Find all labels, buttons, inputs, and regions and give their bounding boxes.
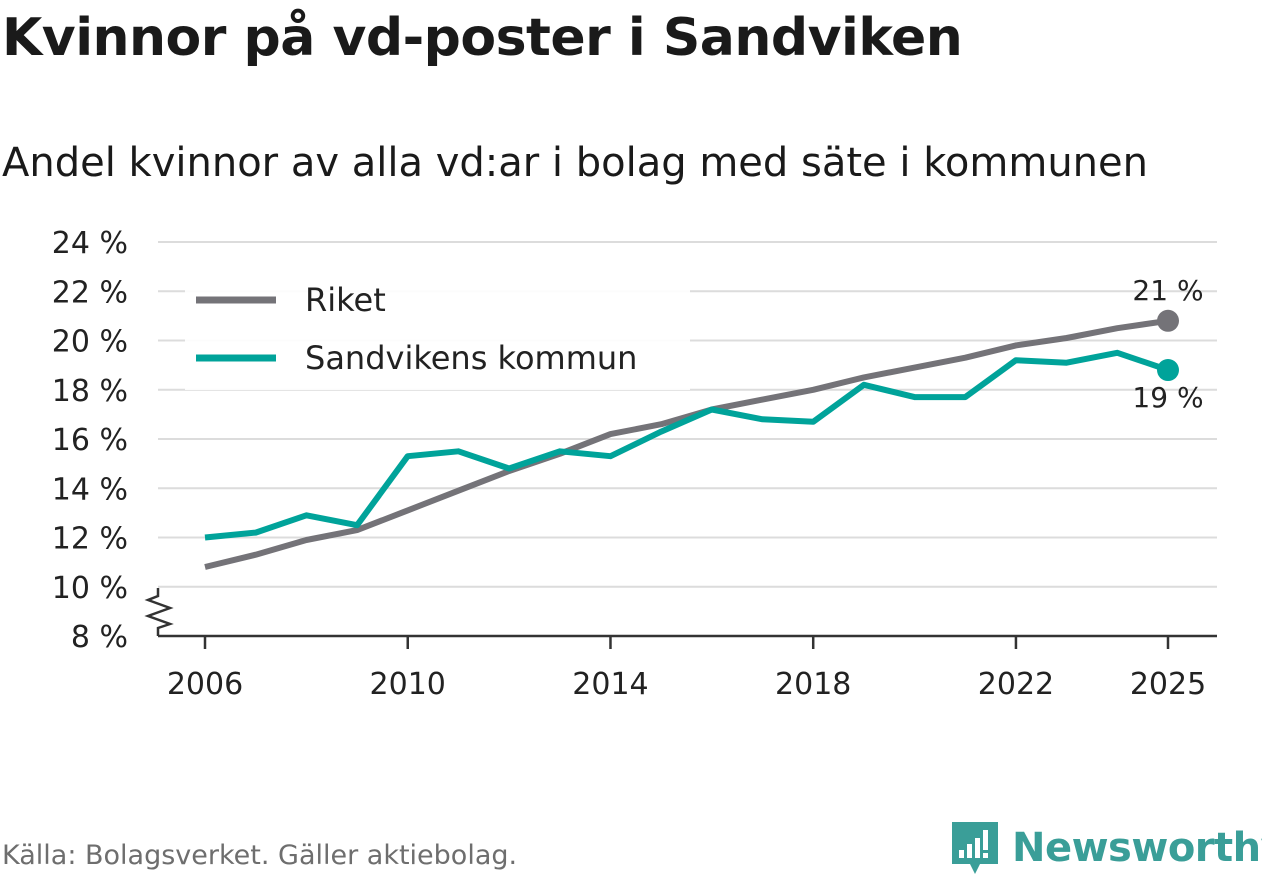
y-tick-label: 8 %	[71, 620, 128, 655]
chart-subtitle: Andel kvinnor av alla vd:ar i bolag med …	[2, 140, 1148, 186]
x-tick-label: 2025	[1130, 667, 1206, 702]
y-tick-label: 10 %	[52, 571, 128, 606]
brand-name: Newsworthy	[1012, 825, 1262, 871]
legend-label-sandviken: Sandvikens kommun	[305, 339, 637, 377]
y-tick-label: 22 %	[52, 275, 128, 310]
y-tick-label: 20 %	[52, 325, 128, 360]
legend: Riket Sandvikens kommun	[185, 268, 690, 390]
series-line-riket	[204, 317, 1169, 570]
y-tick-label: 16 %	[52, 423, 128, 458]
newsworthy-logo-icon	[952, 822, 998, 874]
end-label-riket: 21 %	[1132, 274, 1203, 307]
end-marker-sandviken	[1157, 359, 1179, 382]
source-note: Källa: Bolagsverket. Gäller aktiebolag.	[2, 840, 518, 871]
x-tick-label: 2018	[775, 667, 851, 702]
x-tick-label: 2006	[167, 667, 243, 702]
axis-break-icon	[144, 588, 174, 636]
series-line-sandviken	[204, 349, 1169, 541]
end-label-sandviken: 19 %	[1132, 381, 1203, 414]
legend-label-riket: Riket	[305, 281, 386, 319]
end-marker-riket	[1157, 309, 1179, 332]
y-tick-label: 18 %	[52, 374, 128, 409]
x-tick-label: 2014	[572, 667, 648, 702]
y-tick-label: 24 %	[52, 226, 128, 261]
legend-background	[185, 268, 690, 390]
y-tick-label: 14 %	[52, 472, 128, 507]
brand-logo: Newsworthy	[950, 818, 1262, 878]
series-lines: 21 % 19 %	[204, 274, 1204, 570]
x-tick-label: 2010	[370, 667, 446, 702]
x-axis: 2006 2010 2014 2018 2022 2025	[144, 588, 1217, 702]
y-axis-ticks: 8 % 10 % 12 % 14 % 16 % 18 % 20 % 22 % 24 %	[52, 226, 128, 655]
chart-title: Kvinnor på vd-poster i Sandviken	[2, 8, 963, 68]
x-tick-label: 2022	[978, 667, 1054, 702]
y-tick-label: 12 %	[52, 522, 128, 557]
